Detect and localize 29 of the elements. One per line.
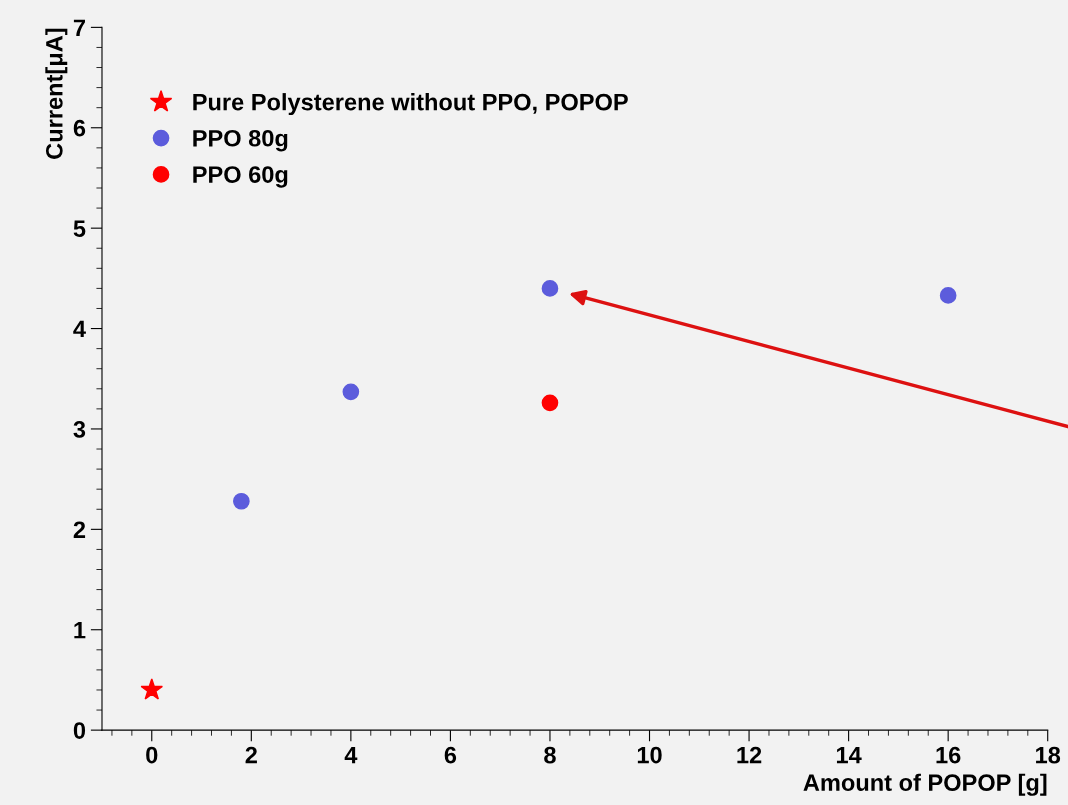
legend-label: PPO 80g	[193, 129, 288, 152]
y-tick-label: 7	[73, 19, 85, 36]
y-tick-label: 4	[73, 320, 86, 338]
x-tick-label: 12	[737, 746, 762, 764]
y-axis-title: Current[μA]	[45, 28, 68, 159]
y-tick-label: 6	[73, 119, 86, 137]
x-tick-label: 0	[146, 746, 158, 764]
y-tick-label: 3	[73, 421, 86, 438]
point	[342, 383, 360, 401]
y-tick-label: 0	[73, 722, 86, 739]
x-tick-label: 4	[344, 746, 358, 764]
point	[233, 492, 250, 510]
legend-label: PPO 60g	[193, 166, 288, 188]
x-tick-label: 16	[936, 746, 961, 764]
x-tick-label: 8	[544, 746, 556, 764]
point	[939, 287, 957, 304]
point	[541, 280, 559, 297]
y-tick-label: 5	[73, 220, 86, 237]
x-tick-label: 18	[1036, 746, 1061, 764]
y-tick-label: 2	[73, 521, 86, 538]
x-tick-label: 6	[444, 746, 457, 764]
legend-label: Pure Polysterene without PPO, POPOP	[193, 93, 628, 116]
y-tick-label: 1	[74, 622, 86, 639]
x-tick-label: 10	[637, 746, 662, 764]
x-axis-title: Amount of POPOP [g]	[803, 773, 1047, 796]
point	[140, 678, 164, 700]
x-tick-label: 14	[836, 746, 862, 764]
x-tick-label: 2	[245, 746, 257, 764]
point	[541, 394, 559, 412]
